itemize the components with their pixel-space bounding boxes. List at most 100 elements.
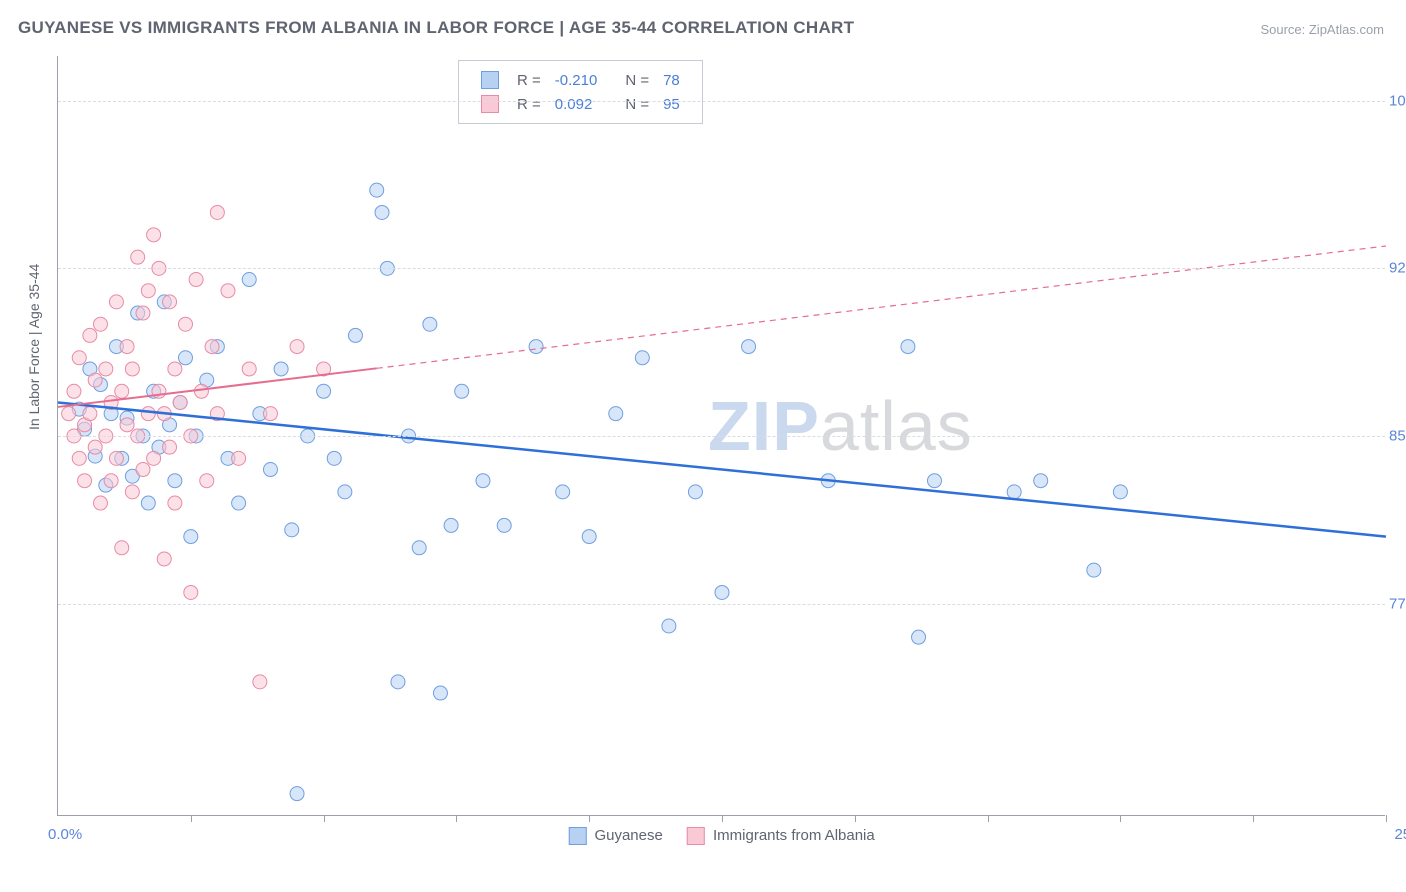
data-point (912, 630, 926, 644)
data-point (115, 541, 129, 555)
data-point (104, 474, 118, 488)
data-point (391, 675, 405, 689)
data-point (67, 384, 81, 398)
data-point (285, 523, 299, 537)
data-point (635, 351, 649, 365)
stats-legend-row: R =-0.210N =78 (475, 69, 686, 91)
data-point (263, 463, 277, 477)
data-point (290, 340, 304, 354)
data-point (178, 351, 192, 365)
data-point (317, 384, 331, 398)
data-point (72, 451, 86, 465)
x-tick (324, 815, 325, 822)
data-point (163, 440, 177, 454)
data-point (168, 496, 182, 510)
data-point (274, 362, 288, 376)
data-point (168, 474, 182, 488)
data-point (688, 485, 702, 499)
trend-line-extension (377, 246, 1386, 368)
data-point (141, 407, 155, 421)
x-tick (1386, 815, 1387, 822)
watermark-zip: ZIP (708, 387, 820, 465)
data-point (370, 183, 384, 197)
legend-swatch (481, 95, 499, 113)
data-point (901, 340, 915, 354)
data-point (147, 451, 161, 465)
x-tick (855, 815, 856, 822)
data-point (120, 418, 134, 432)
data-point (78, 474, 92, 488)
data-point (232, 496, 246, 510)
y-tick-label: 92.5% (1389, 260, 1406, 277)
gridline (58, 268, 1385, 269)
x-axis-label: 0.0% (48, 826, 82, 843)
legend-label: Immigrants from Albania (713, 827, 875, 844)
data-point (455, 384, 469, 398)
data-point (99, 362, 113, 376)
x-tick (988, 815, 989, 822)
data-point (242, 273, 256, 287)
data-point (444, 518, 458, 532)
data-point (115, 384, 129, 398)
legend-swatch (687, 827, 705, 845)
data-point (205, 340, 219, 354)
data-point (136, 463, 150, 477)
data-point (83, 407, 97, 421)
data-point (476, 474, 490, 488)
data-point (200, 474, 214, 488)
x-tick (1120, 815, 1121, 822)
data-point (263, 407, 277, 421)
data-point (173, 395, 187, 409)
data-point (582, 530, 596, 544)
legend-label: Guyanese (594, 827, 662, 844)
data-point (609, 407, 623, 421)
data-point (497, 518, 511, 532)
stats-legend: R =-0.210N =78R =0.092N =95 (458, 60, 703, 124)
data-point (210, 205, 224, 219)
data-point (93, 496, 107, 510)
data-point (168, 362, 182, 376)
data-point (742, 340, 756, 354)
legend-item: Immigrants from Albania (687, 827, 875, 844)
data-point (141, 496, 155, 510)
y-tick-label: 77.5% (1389, 595, 1406, 612)
r-label: R = (511, 69, 547, 91)
data-point (1113, 485, 1127, 499)
data-point (184, 530, 198, 544)
data-point (290, 787, 304, 801)
data-point (662, 619, 676, 633)
data-point (1034, 474, 1048, 488)
data-point (131, 250, 145, 264)
x-tick (191, 815, 192, 822)
n-label: N = (619, 93, 655, 115)
data-point (184, 585, 198, 599)
n-value: 78 (657, 69, 686, 91)
data-point (1007, 485, 1021, 499)
data-point (433, 686, 447, 700)
y-axis-title: In Labor Force | Age 35-44 (26, 264, 42, 430)
x-tick (722, 815, 723, 822)
data-point (423, 317, 437, 331)
data-point (375, 205, 389, 219)
legend-swatch (481, 71, 499, 89)
x-tick (1253, 815, 1254, 822)
data-point (529, 340, 543, 354)
watermark: ZIPatlas (708, 386, 973, 466)
data-point (556, 485, 570, 499)
data-point (125, 362, 139, 376)
gridline (58, 436, 1385, 437)
n-value: 95 (657, 93, 686, 115)
gridline (58, 101, 1385, 102)
data-point (242, 362, 256, 376)
data-point (715, 585, 729, 599)
data-point (136, 306, 150, 320)
data-point (194, 384, 208, 398)
source-label: Source: ZipAtlas.com (1260, 22, 1384, 37)
data-point (147, 228, 161, 242)
legend-item: Guyanese (568, 827, 663, 844)
chart-title: GUYANESE VS IMMIGRANTS FROM ALBANIA IN L… (18, 18, 854, 38)
y-tick-label: 100.0% (1389, 92, 1406, 109)
gridline (58, 604, 1385, 605)
data-point (88, 373, 102, 387)
data-point (327, 451, 341, 465)
